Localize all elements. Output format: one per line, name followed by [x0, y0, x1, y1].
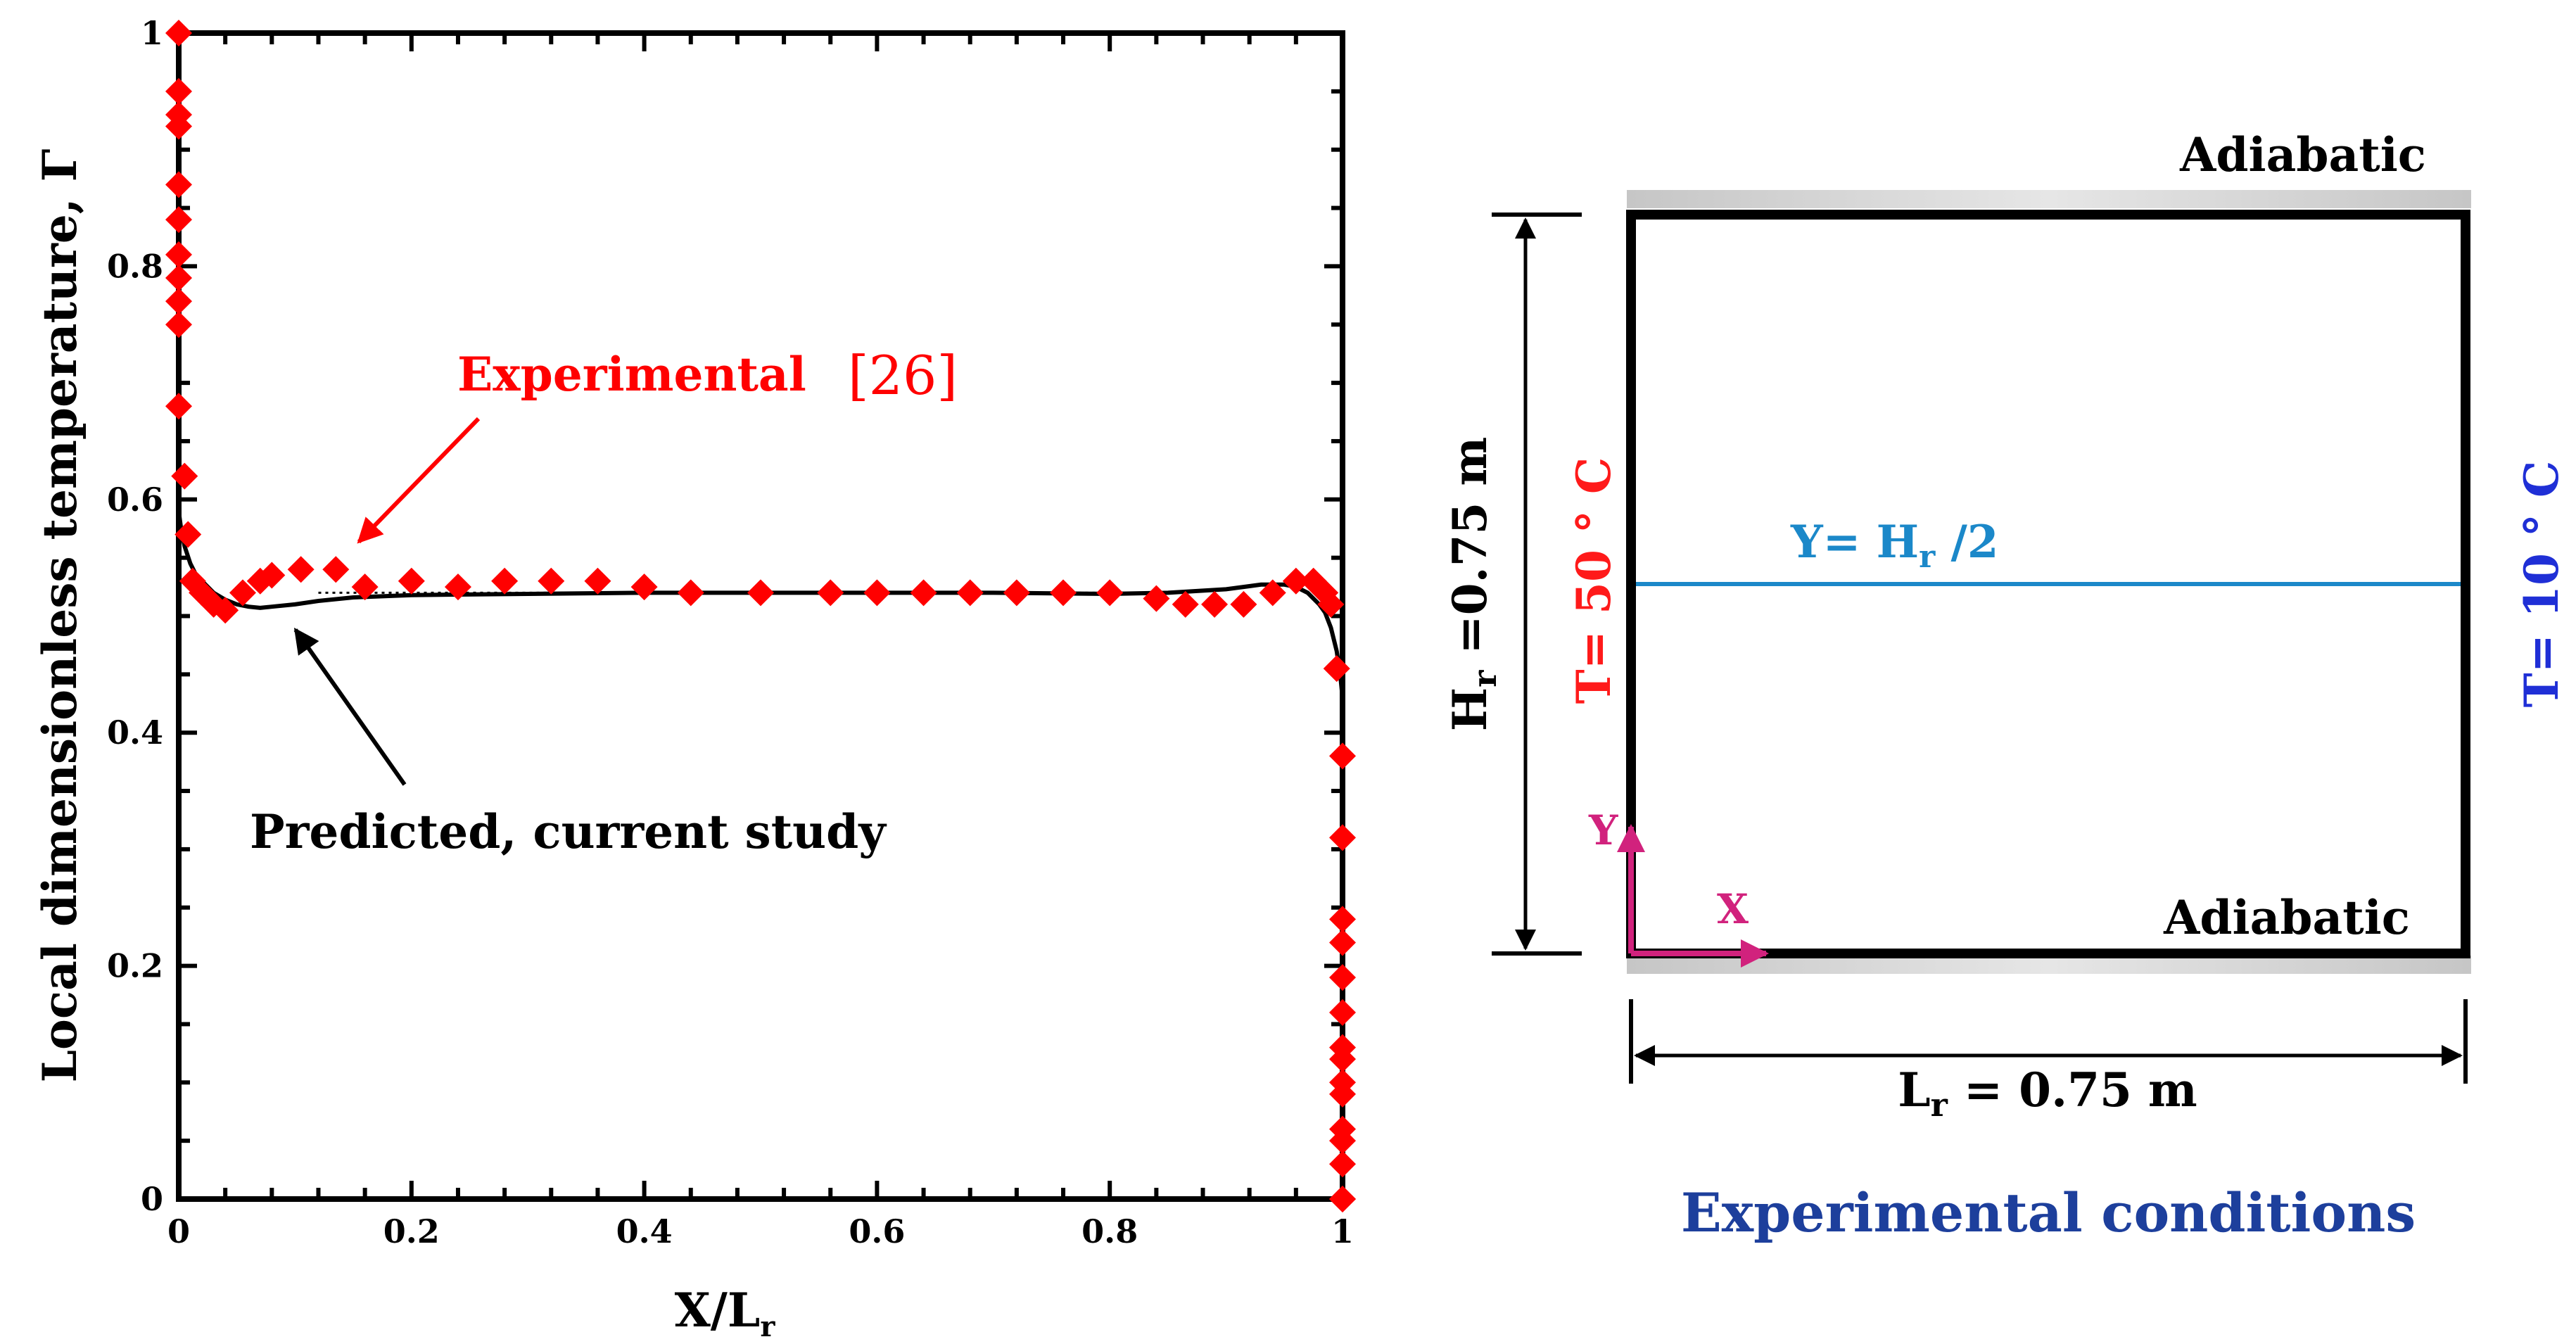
y-tick-labels: 0 0.2 0.4 0.6 0.8 1 — [107, 14, 163, 1218]
x-tick-label: 0.4 — [616, 1212, 673, 1250]
experimental-point — [677, 579, 704, 607]
y-tick-label: 0.2 — [107, 947, 163, 985]
experimental-point — [165, 393, 192, 420]
experimental-point — [1317, 590, 1345, 618]
height-dim-label: Hr =0.75 m — [1442, 437, 1504, 731]
x-tick-label: 1 — [1331, 1212, 1354, 1250]
top-wall-label: Adiabatic — [2179, 127, 2426, 182]
cavity-diagram: Y= Hr /2 Adiabatic Adiabatic T= 50 ° C T… — [1442, 127, 2569, 1244]
experimental-point — [165, 206, 192, 234]
top-adiabatic-band — [1627, 190, 2471, 208]
x-tick-labels: 0 0.2 0.4 0.6 0.8 1 — [167, 1212, 1354, 1250]
experimental-point — [1329, 824, 1356, 851]
experimental-point — [584, 567, 611, 595]
experimental-point — [1329, 964, 1356, 991]
experimental-point — [538, 567, 565, 595]
experimental-point — [165, 77, 192, 105]
experimental-point — [287, 556, 315, 583]
experimental-point — [229, 579, 256, 607]
cavity-box — [1626, 210, 2470, 958]
experimental-point — [1329, 742, 1356, 770]
experimental-point — [817, 579, 844, 607]
predicted-annotation: Predicted, current study — [250, 628, 887, 859]
experimental-point — [165, 20, 192, 46]
experimental-point — [165, 288, 192, 315]
plot-border — [176, 30, 1345, 1202]
midline-label: Y= Hr /2 — [1790, 516, 1998, 575]
experimental-point — [747, 579, 774, 607]
experimental-point — [1003, 579, 1030, 607]
experimental-point — [165, 264, 192, 291]
experimental-point — [910, 579, 937, 607]
experimental-annotation: Experimental [26] — [357, 344, 958, 544]
experimental-point — [1329, 1150, 1356, 1178]
hot-wall-label: T= 50 ° C — [1566, 457, 1621, 704]
length-dim-label: Lr = 0.75 m — [1898, 1063, 2197, 1124]
experimental-point — [444, 573, 471, 601]
experimental-point — [1329, 1186, 1356, 1212]
y-tick-label: 0.8 — [107, 247, 163, 285]
experimental-point — [165, 113, 192, 140]
y-tick-label: 0.6 — [107, 481, 163, 519]
experimental-point — [322, 556, 350, 583]
experimental-point — [1259, 579, 1286, 607]
cold-wall-label: T= 10 ° C — [2514, 461, 2569, 708]
x-tick-label: 0 — [167, 1212, 190, 1250]
experimental-point — [1323, 655, 1350, 683]
experimental-point — [1201, 590, 1229, 618]
diagram-caption: Experimental conditions — [1681, 1181, 2416, 1244]
experimental-point — [175, 521, 202, 548]
experimental-point — [1329, 1080, 1356, 1108]
experimental-point — [1329, 906, 1356, 933]
x-axis-letter: X — [1717, 885, 1749, 933]
experimental-point — [258, 562, 286, 589]
experimental-label: Experimental — [457, 347, 806, 402]
y-tick-label: 1 — [141, 14, 163, 52]
experimental-point — [165, 311, 192, 338]
temperature-chart: 0 0.2 0.4 0.6 0.8 1 0 0.2 0.4 0.6 0.8 1 Experiment… — [32, 14, 1356, 1343]
experimental-point — [351, 573, 379, 601]
experimental-point — [1143, 585, 1170, 612]
experimental-point — [1050, 579, 1077, 607]
y-tick-label: 0 — [141, 1180, 163, 1218]
minor-ticks — [179, 33, 1343, 1199]
experimental-point — [171, 462, 198, 490]
experimental-ref: [26] — [848, 344, 958, 407]
experimental-point — [863, 579, 891, 607]
experimental-point — [398, 567, 425, 595]
experimental-point — [1096, 579, 1124, 607]
x-tick-label: 0.2 — [383, 1212, 440, 1250]
experimental-point — [165, 171, 192, 198]
experimental-series-markers — [165, 20, 1356, 1212]
y-axis-letter: Y — [1588, 806, 1618, 854]
plot-frame — [176, 30, 1345, 1202]
bottom-wall-label: Adiabatic — [2163, 890, 2410, 945]
experimental-point — [1329, 929, 1356, 956]
x-axis-title: X/Lr — [675, 1283, 776, 1343]
predicted-arrow — [293, 628, 407, 786]
experimental-point — [1329, 1046, 1356, 1073]
experimental-arrow — [357, 417, 481, 544]
y-tick-label: 0.4 — [107, 714, 163, 752]
y-axis-title: Local dimensionless temperature, Γ — [32, 148, 87, 1082]
experimental-point — [956, 579, 984, 607]
x-tick-label: 0.8 — [1081, 1212, 1138, 1250]
experimental-point — [1282, 567, 1309, 595]
x-tick-label: 0.6 — [849, 1212, 905, 1250]
experimental-point — [1230, 590, 1257, 618]
plot-area — [165, 20, 1356, 1212]
experimental-point — [491, 567, 519, 595]
experimental-point — [1329, 999, 1356, 1026]
experimental-point — [1172, 590, 1199, 618]
experimental-point — [1329, 1127, 1356, 1155]
predicted-label: Predicted, current study — [250, 804, 887, 859]
experimental-point — [630, 573, 658, 601]
experimental-point — [165, 241, 192, 268]
experimental-point — [212, 597, 239, 624]
